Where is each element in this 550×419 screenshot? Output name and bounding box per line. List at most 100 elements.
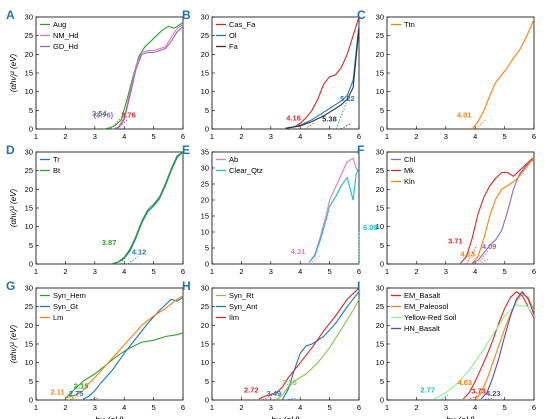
x-tick-label: 3 [269,132,273,141]
tangent-line [340,123,352,130]
x-tick-label: 5 [503,132,507,141]
series-line [480,290,535,400]
y-axis-label: (αhν)² (eV) [9,53,18,92]
y-tick-label: 30 [25,13,33,22]
tangent-line [475,119,487,130]
y-tick-label: 15 [201,212,209,221]
y-tick-label: 30 [376,284,384,293]
y-tick-label: 25 [201,302,209,311]
y-tick-label: 25 [376,302,384,311]
y-tick-label: 15 [25,69,33,78]
legend-entry: Yellow-Red Soil [404,313,457,322]
x-axis-label: hν (eV) [446,415,475,419]
legend-entry: Ilm [229,313,239,322]
y-tick-label: 15 [201,69,209,78]
legend-entry: Syn_Ant [229,302,258,311]
x-tick-label: 6 [181,132,185,141]
bandgap-label: 4.09 [482,242,497,251]
x-tick-label: 1 [210,403,214,412]
legend-entry: Chl [404,155,416,164]
legend-entry: Syn_Rt [229,291,255,300]
y-tick-label: 5 [29,241,33,250]
series-line [112,25,184,130]
legend-entry: GD_Hd [53,42,78,51]
y-tick-label: 30 [25,148,33,157]
y-tick-label: 25 [201,31,209,40]
y-tick-label: 25 [201,180,209,189]
series-line [471,157,535,264]
x-tick-label: 6 [532,132,536,141]
y-tick-label: 20 [201,196,209,205]
bandgap-label: 4.23 [486,389,501,398]
y-tick-label: 5 [205,106,209,115]
bandgap-label: 3.73 [471,387,486,396]
series-line [258,287,360,400]
bandgap-label: 3.25 [282,378,297,387]
y-tick-label: 0 [380,260,384,269]
y-tick-label: 10 [25,87,33,96]
series-line [282,291,360,400]
x-tick-label: 1 [210,132,214,141]
y-tick-label: 20 [201,50,209,59]
legend-entry: Lm [53,313,63,322]
y-tick-label: 10 [376,87,384,96]
x-tick-label: 3 [444,267,448,276]
series-line [285,24,360,129]
series-line [103,22,184,130]
x-tick-label: 1 [385,267,389,276]
y-tick-label: 25 [25,302,33,311]
bandgap-label: 2.15 [74,382,89,391]
x-tick-label: 4 [298,403,302,412]
legend-entry: Kln [404,177,415,186]
series-line [112,151,184,265]
y-tick-label: 10 [201,358,209,367]
series-line [285,28,360,129]
panel-A: A 1 2 3 4 5 6 0 5 10 15 20 25 30 (αhν)² (eV) Aug NM_Hd GD… [6,8,185,141]
panel-letter: H [182,279,191,293]
series-line [308,167,360,263]
y-tick-label: 25 [25,31,33,40]
tangent-line [110,117,122,130]
bandgap-label: 3.54 [92,109,107,118]
y-tick-label: 25 [376,31,384,40]
bandgap-label: 6.08 [363,223,378,232]
x-tick-label: 3 [93,132,97,141]
x-tick-label: 3 [269,267,273,276]
legend-entry: Ol [229,31,237,40]
y-tick-label: 20 [376,321,384,330]
x-tick-label: 4 [122,403,126,412]
y-tick-label: 30 [376,148,384,157]
x-tick-label: 6 [357,267,361,276]
x-tick-label: 6 [532,403,536,412]
y-tick-label: 5 [380,241,384,250]
y-tick-label: 0 [205,260,209,269]
panel-B: B 1 2 3 4 5 6 0 5 10 15 20 25 30 Cas_Fa Ol Fa 4.16 5.22 5.3… [182,8,361,141]
x-tick-label: 1 [34,403,38,412]
panel-I: I 1 2 3 4 5 6 0 5 10 15 20 25 30 hν (eV) EM_Basalt EM_Pa… [357,279,536,419]
bandgap-label: 3.76 [121,111,136,120]
y-tick-label: 30 [201,284,209,293]
series-line [82,296,184,400]
y-tick-label: 5 [29,377,33,386]
x-axis-label: hν (eV) [271,415,300,419]
x-tick-label: 6 [181,267,185,276]
x-tick-label: 3 [444,132,448,141]
panel-letter: G [6,279,15,293]
x-tick-label: 2 [239,403,243,412]
legend-entry: Cas_Fa [229,20,256,29]
x-tick-label: 5 [328,267,332,276]
tangent-line [127,256,139,265]
y-tick-label: 5 [380,106,384,115]
series-line [308,157,360,263]
x-tick-label: 1 [385,132,389,141]
y-tick-label: 5 [205,377,209,386]
bandgap-label: 3.87 [102,238,117,247]
bandgap-label: (3.76) [94,111,114,120]
legend-entry: Mk [404,166,414,175]
y-tick-label: 0 [29,125,33,134]
x-tick-label: 3 [269,403,273,412]
bandgap-label: 3.71 [448,236,463,245]
y-axis-label: (αhν)² (eV) [9,324,18,363]
y-tick-label: 0 [380,125,384,134]
panel-F: F 1 2 3 4 5 6 0 5 10 15 20 25 30 Chl Mk Kln 3.71 4.09 4.13 [357,143,536,276]
